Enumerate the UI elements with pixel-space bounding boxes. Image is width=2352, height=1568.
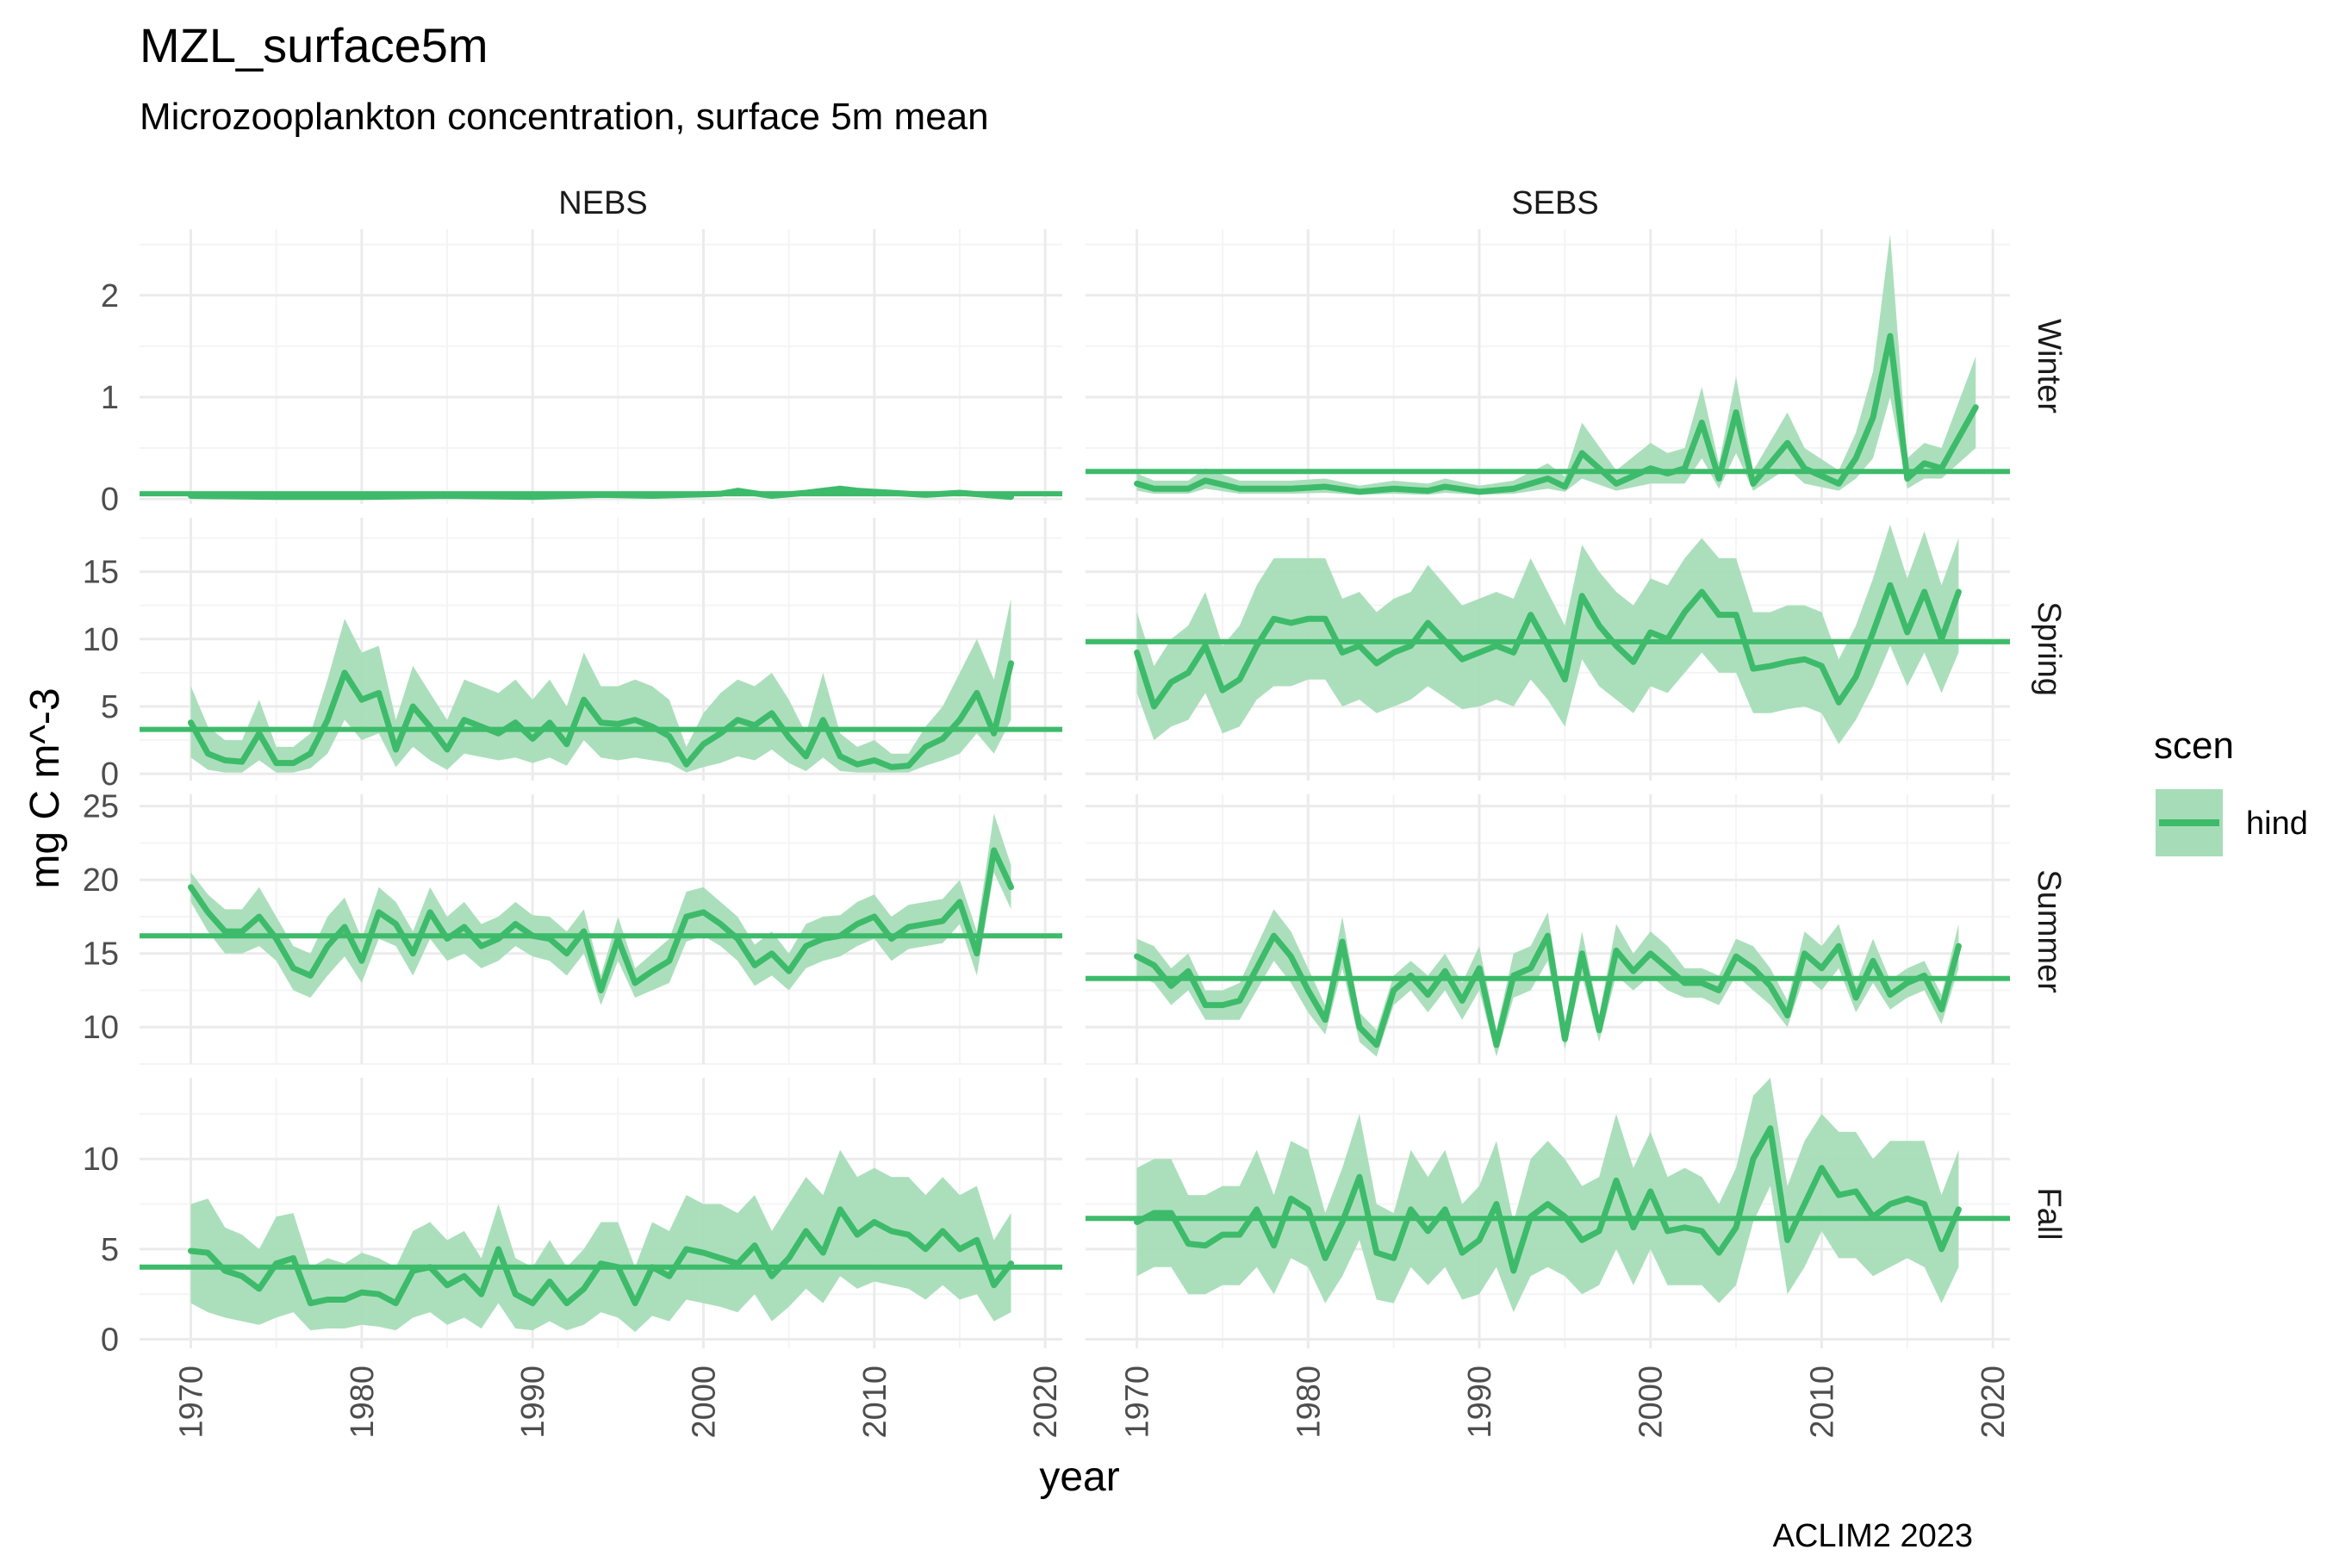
x-tick-label: 1990 <box>515 1366 551 1439</box>
x-tick-label: 2020 <box>1028 1366 1064 1439</box>
strip-label-winter: Winter <box>2031 319 2067 414</box>
x-tick-label: 2000 <box>687 1366 723 1439</box>
y-tick-label: 0 <box>101 482 119 518</box>
x-tick-label: 1970 <box>174 1366 210 1439</box>
series-line-sebs-summer <box>1134 932 1962 1048</box>
y-tick-label: 10 <box>83 1142 119 1178</box>
y-tick-label: 15 <box>83 555 119 591</box>
x-tick-label: 2020 <box>1976 1366 2012 1439</box>
legend-entry-hind: hind <box>2246 806 2308 842</box>
y-tick-label: 20 <box>83 862 119 899</box>
y-tick-label: 15 <box>83 936 119 973</box>
panel-sebs-spring <box>1086 518 2010 781</box>
series-line-sebs-fall <box>1134 1125 1962 1274</box>
strip-label-nebs: NEBS <box>558 185 647 221</box>
y-tick-label: 5 <box>101 1232 119 1268</box>
panel-sebs-fall: 1970 1980 1990 2000 2010 2020 <box>1086 1078 2012 1439</box>
x-tick-label: 2010 <box>1804 1366 1840 1439</box>
x-tick-label: 1970 <box>1120 1366 1156 1439</box>
chart-caption: ACLIM2 2023 <box>1773 1518 1973 1554</box>
series-line-sebs-winter <box>1134 333 1979 495</box>
ribbon-sebs-winter <box>1136 233 1976 495</box>
x-tick-label: 2000 <box>1633 1366 1670 1439</box>
strip-label-summer: Summer <box>2031 869 2067 993</box>
y-tick-label: 0 <box>101 756 119 793</box>
y-tick-label: 10 <box>83 622 119 658</box>
panel-nebs-fall: 0 5 10 1970 1980 1990 2000 2010 2020 <box>83 1078 1064 1439</box>
strip-label-spring: Spring <box>2031 601 2067 696</box>
panel-nebs-spring: 0 5 10 15 <box>83 518 1062 793</box>
y-tick-label: 0 <box>101 1322 119 1359</box>
x-tick-label: 1980 <box>1291 1366 1327 1439</box>
series-line-nebs-summer <box>188 847 1014 993</box>
panel-sebs-winter <box>1086 229 2010 504</box>
x-axis-title: year <box>1039 1454 1119 1500</box>
ribbon-nebs-fall <box>190 1149 1011 1333</box>
y-tick-label: 25 <box>83 789 119 825</box>
strip-label-sebs: SEBS <box>1511 185 1598 221</box>
series-line-sebs-spring <box>1134 582 1962 710</box>
x-tick-label: 1990 <box>1462 1366 1498 1439</box>
strip-label-fall: Fall <box>2031 1187 2067 1240</box>
chart-subtitle: Microzooplankton concentration, surface … <box>140 96 989 138</box>
series-line-nebs-fall <box>188 1206 1014 1307</box>
y-tick-label: 1 <box>101 380 119 416</box>
x-tick-label: 2010 <box>857 1366 893 1439</box>
chart-title: MZL_surface5m <box>140 18 488 72</box>
ribbon-sebs-spring <box>1136 524 1959 744</box>
legend-title: scen <box>2154 725 2234 767</box>
y-tick-label: 10 <box>83 1010 119 1046</box>
ribbon-sebs-fall <box>1136 1078 1959 1313</box>
panel-nebs-summer: 10 15 20 25 <box>83 789 1062 1065</box>
x-tick-label: 1980 <box>345 1366 381 1439</box>
y-tick-label: 2 <box>101 278 119 314</box>
series-line-nebs-spring <box>188 660 1014 770</box>
panel-nebs-winter: 0 1 2 <box>101 229 1062 518</box>
series-line-nebs-winter <box>188 485 1014 501</box>
y-tick-label: 5 <box>101 689 119 725</box>
panel-sebs-summer <box>1086 794 2010 1065</box>
y-axis-title: mg C m^-3 <box>22 688 68 888</box>
ribbon-nebs-summer <box>190 813 1011 1005</box>
